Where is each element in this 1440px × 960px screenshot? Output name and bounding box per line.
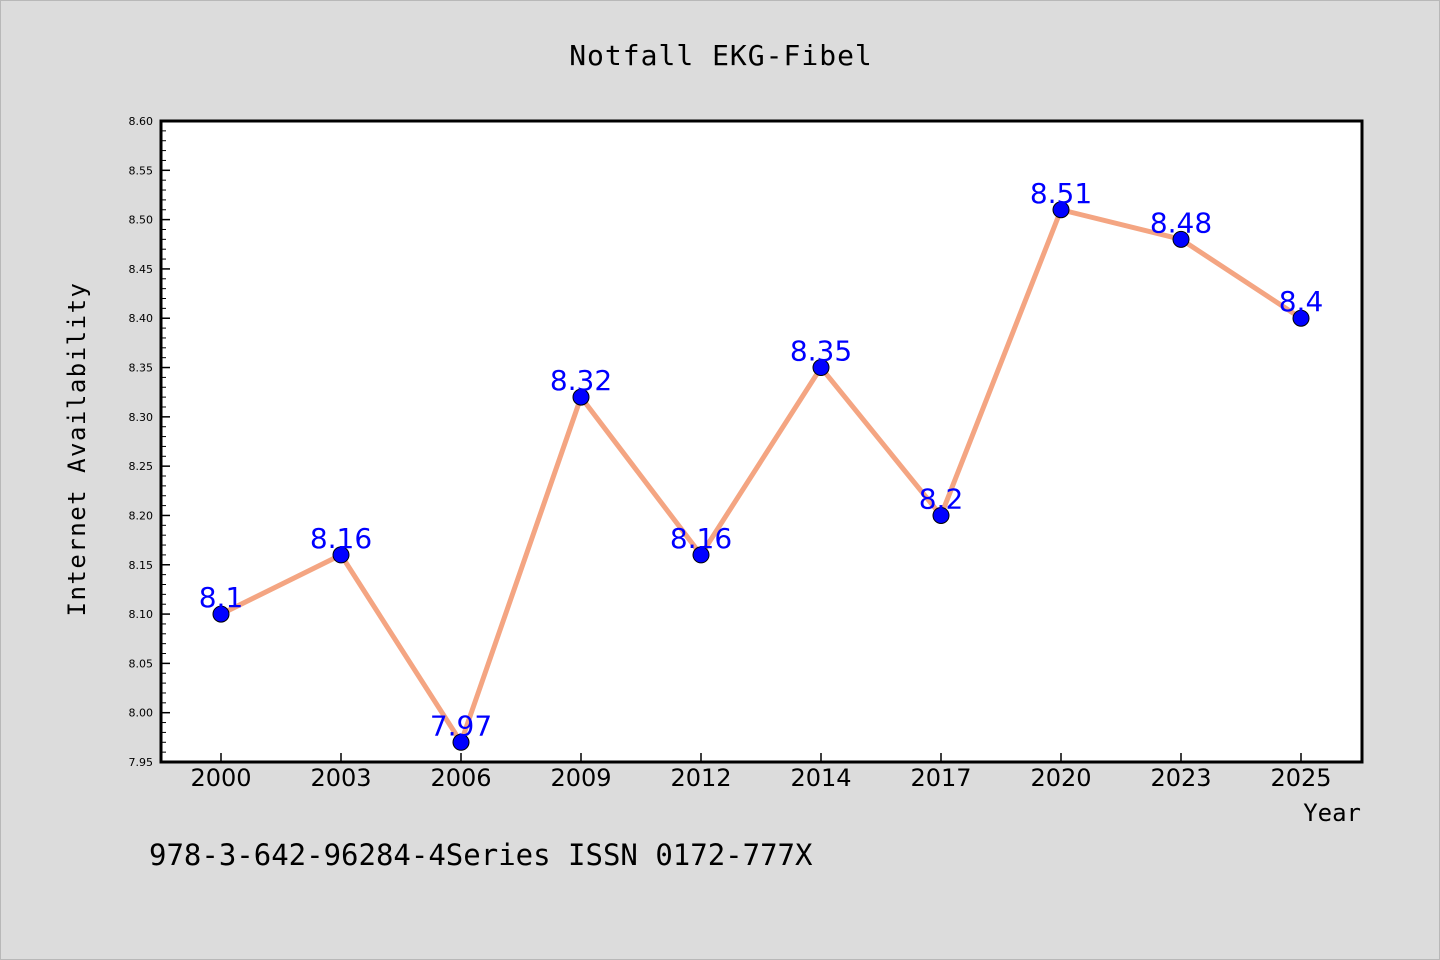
data-label: 8.35 <box>790 335 852 368</box>
data-point <box>332 546 350 564</box>
y-axis-label: Internet Availability <box>63 282 91 617</box>
y-tick-label: 8.50 <box>129 214 154 227</box>
data-label: 8.1 <box>199 581 244 614</box>
plot-area <box>159 119 1364 764</box>
x-tick-label: 2025 <box>1270 764 1331 792</box>
y-tick-label: 7.95 <box>129 756 154 769</box>
x-tick-label: 2003 <box>310 764 371 792</box>
data-label: 8.2 <box>919 482 964 515</box>
x-tick-label: 2017 <box>910 764 971 792</box>
x-axis: 2000 2003 2006 2009 2012 2014 2017 2020 2023 2025 <box>190 753 1332 792</box>
data-point <box>1052 201 1070 219</box>
data-label: 8.32 <box>550 364 612 397</box>
x-tick-label: 2000 <box>190 764 251 792</box>
data-label: 7.97 <box>430 709 492 742</box>
data-point <box>1292 309 1310 327</box>
y-tick-label: 8.40 <box>129 312 154 325</box>
footer-text: 978-3-642-96284-4Series ISSN 0172-777X <box>149 838 813 872</box>
series-group: 8.1 8.16 7.97 8.32 8.16 8.35 8.2 8.51 8.48 8.4 <box>199 177 1324 751</box>
y-tick-label: 8.25 <box>129 460 154 473</box>
data-label: 8.48 <box>1150 206 1212 239</box>
y-tick-label: 8.10 <box>129 608 154 621</box>
data-label: 8.4 <box>1279 285 1324 318</box>
y-tick-label: 8.00 <box>129 707 154 720</box>
y-tick-label: 8.20 <box>129 509 154 522</box>
x-tick-label: 2012 <box>670 764 731 792</box>
x-tick-label: 2014 <box>790 764 851 792</box>
data-label: 8.51 <box>1030 177 1092 210</box>
series-line <box>218 207 1304 745</box>
y-tick-label: 8.05 <box>129 657 154 670</box>
data-point <box>572 388 590 406</box>
y-tick-label: 8.30 <box>129 411 154 424</box>
y-tick-label: 8.15 <box>129 559 154 572</box>
y-tick-label: 8.45 <box>129 263 154 276</box>
data-point <box>812 359 830 377</box>
data-point <box>1172 230 1190 248</box>
data-point <box>452 733 470 751</box>
data-point <box>692 546 710 564</box>
data-label: 8.16 <box>670 522 732 555</box>
y-axis: 7.95 8.00 8.05 8.10 8.15 8.20 8.25 8.30 8.35 8.40… <box>129 115 170 769</box>
x-axis-label: Year <box>1303 799 1361 827</box>
y-tick-label: 8.35 <box>129 362 154 375</box>
data-point <box>932 506 950 524</box>
x-tick-label: 2023 <box>1150 764 1211 792</box>
x-tick-label: 2006 <box>430 764 491 792</box>
data-point <box>212 605 230 623</box>
chart-title: Notfall EKG-Fibel <box>569 39 873 72</box>
x-tick-label: 2009 <box>550 764 611 792</box>
x-tick-label: 2020 <box>1030 764 1091 792</box>
y-tick-label: 8.55 <box>129 164 154 177</box>
y-tick-label: 8.60 <box>129 115 154 128</box>
data-label: 8.16 <box>310 522 372 555</box>
